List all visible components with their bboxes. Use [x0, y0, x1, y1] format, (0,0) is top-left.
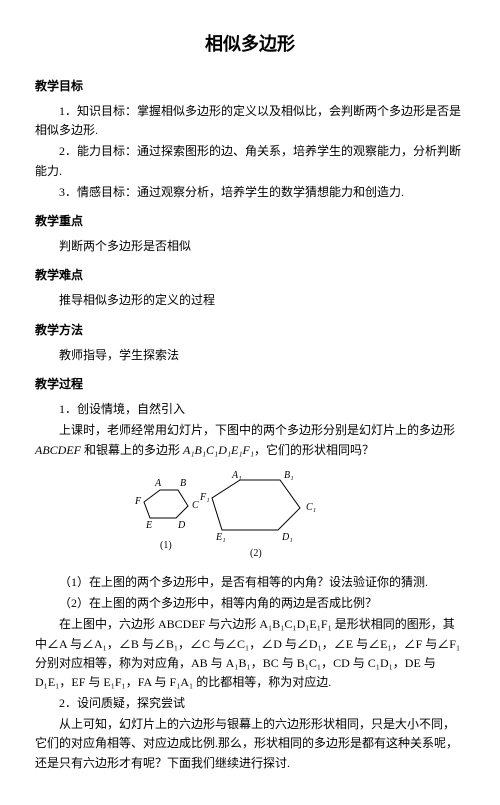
label-E: E — [145, 520, 152, 531]
explanation-1: 在上图中，六边形 ABCDEF 与六边形 A₁B₁C₁D₁E₁F₁ 是形状相同的… — [35, 615, 465, 692]
process-intro: 上课时，老师经常用幻灯片，下图中的两个多边形分别是幻灯片上的多边形 ABCDEF… — [35, 421, 465, 459]
process-step-2: 2．设问质疑，探究尝试 — [35, 694, 465, 713]
objective-3: 3．情感目标：通过观察分析，培养学生的数学猜想能力和创造力. — [35, 183, 465, 202]
label-C: C — [192, 500, 199, 511]
question-2: （2）在上图的两个多边形中，相等内角的两边是否成比例？ — [35, 594, 465, 613]
fig-caption-1: (1) — [160, 540, 172, 551]
section-difficulty-head: 教学难点 — [35, 266, 465, 285]
section-objectives-head: 教学目标 — [35, 77, 465, 96]
method-text: 教师指导，学生探索法 — [35, 346, 465, 365]
label-B1: B₁ — [284, 470, 294, 481]
label-F1: F₁ — [199, 492, 210, 503]
intro-text-b: 和银幕上的多边形 — [81, 443, 183, 457]
hexagon-large — [212, 480, 300, 530]
question-1: （1）在上图的两个多边形中，是否有相等的内角？设法验证你的猜测. — [35, 573, 465, 592]
section-keypoint-head: 教学重点 — [35, 212, 465, 231]
a1f1-label: A₁B₁C₁D₁E₁F₁ — [183, 443, 254, 457]
label-A1: A₁ — [231, 470, 242, 481]
fig-caption-2: (2) — [250, 548, 262, 559]
label-D: D — [177, 520, 186, 531]
label-A: A — [154, 478, 162, 489]
abcdef-label: ABCDEF — [35, 443, 81, 457]
explanation-2: 从上可知，幻灯片上的六边形与银幕上的六边形形状相同，只是大小不同，它们的对应角相… — [35, 715, 465, 773]
section-method-head: 教学方法 — [35, 321, 465, 340]
label-E1: E₁ — [215, 532, 226, 543]
label-B: B — [180, 478, 186, 489]
difficulty-text: 推导相似多边形的定义的过程 — [35, 291, 465, 310]
label-D1: D₁ — [281, 532, 293, 543]
objective-2: 2．能力目标：通过探索图形的边、角关系，培养学生的观察能力，分析判断能力. — [35, 142, 465, 180]
intro-text-a: 上课时，老师经常用幻灯片，下图中的两个多边形分别是幻灯片上的多边形 — [59, 423, 455, 437]
page-title: 相似多边形 — [35, 30, 465, 59]
label-F: F — [134, 496, 142, 507]
hexagon-svg: A B C D E F (1) A₁ B₁ C₁ D₁ E₁ F₁ (2) — [120, 468, 380, 563]
objective-1: 1．知识目标：掌握相似多边形的定义以及相似比，会判断两个多边形是否是相似多边形. — [35, 102, 465, 140]
hexagon-small — [144, 490, 188, 518]
section-process-head: 教学过程 — [35, 375, 465, 394]
hexagon-figure: A B C D E F (1) A₁ B₁ C₁ D₁ E₁ F₁ (2) — [35, 468, 465, 569]
intro-text-c: ，它们的形状相同吗？ — [254, 443, 374, 457]
keypoint-text: 判断两个多边形是否相似 — [35, 237, 465, 256]
label-C1: C₁ — [306, 502, 316, 513]
process-step-1: 1．创设情境，自然引入 — [35, 400, 465, 419]
